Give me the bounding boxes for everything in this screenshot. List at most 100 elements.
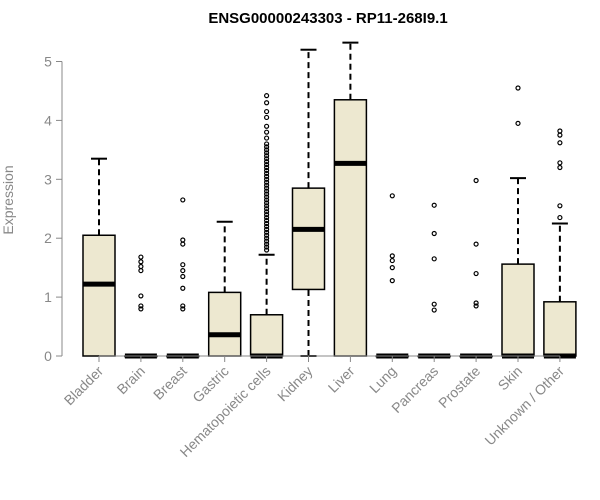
outlier-point bbox=[180, 237, 186, 243]
outlier-point bbox=[264, 241, 270, 247]
outlier-point bbox=[473, 303, 479, 309]
outlier-point bbox=[264, 114, 270, 121]
y-tick-label: 4 bbox=[44, 112, 52, 128]
outlier-point bbox=[515, 85, 521, 91]
outlier-point bbox=[138, 293, 144, 299]
outlier-point bbox=[264, 206, 270, 212]
box-breast bbox=[166, 197, 200, 359]
x-tick-label-breast: Breast bbox=[150, 363, 190, 403]
y-tick-label: 2 bbox=[44, 230, 52, 246]
outlier-point bbox=[138, 303, 144, 309]
outlier-point bbox=[389, 257, 395, 264]
outlier-point bbox=[180, 285, 186, 291]
outlier-point bbox=[264, 232, 270, 238]
outlier-point bbox=[557, 132, 563, 138]
outlier-point bbox=[264, 185, 270, 191]
box-iqr bbox=[501, 263, 535, 357]
x-tick-label-unknown-other: Unknown / Other bbox=[481, 363, 567, 449]
box-iqr bbox=[291, 187, 326, 291]
outlier-point bbox=[264, 129, 270, 135]
box-kidney bbox=[291, 48, 326, 357]
outlier-point bbox=[515, 120, 521, 126]
box-hematopoietic-cells bbox=[249, 93, 284, 359]
outlier-point bbox=[389, 278, 395, 284]
x-tick-label-pancreas: Pancreas bbox=[388, 363, 441, 416]
x-tick-label-lung: Lung bbox=[366, 363, 399, 396]
box-bladder bbox=[82, 157, 116, 357]
outlier-point bbox=[389, 265, 395, 271]
outlier-point bbox=[264, 182, 270, 188]
box-unknown-other bbox=[543, 128, 577, 359]
outlier-point bbox=[264, 238, 270, 244]
outlier-point bbox=[264, 191, 270, 197]
box-iqr bbox=[333, 99, 368, 357]
outlier-point bbox=[180, 241, 186, 247]
outlier-point bbox=[264, 123, 270, 129]
outlier-point bbox=[264, 159, 270, 165]
outlier-point bbox=[264, 212, 270, 218]
outlier-point bbox=[264, 108, 270, 115]
outlier-point bbox=[431, 256, 437, 262]
outlier-point bbox=[264, 164, 270, 171]
outlier-point bbox=[264, 144, 270, 150]
outlier-point bbox=[431, 202, 437, 208]
outlier-point bbox=[264, 244, 270, 250]
outlier-point bbox=[264, 220, 270, 227]
outlier-point bbox=[264, 226, 270, 232]
y-tick-label: 1 bbox=[44, 289, 52, 305]
outlier-point bbox=[264, 223, 270, 230]
outlier-point bbox=[264, 150, 270, 156]
outlier-point bbox=[431, 307, 437, 313]
outlier-point bbox=[264, 167, 270, 174]
outlier-point bbox=[180, 273, 186, 280]
outlier-point bbox=[264, 188, 270, 194]
outlier-point bbox=[264, 203, 270, 209]
outlier-point bbox=[473, 177, 479, 184]
outlier-point bbox=[264, 141, 270, 147]
outlier-point bbox=[180, 197, 186, 203]
outlier-point bbox=[264, 176, 270, 182]
x-tick-label-bladder: Bladder bbox=[61, 363, 107, 409]
box-skin bbox=[501, 85, 535, 359]
y-axis: 0 1 2 3 4 5 bbox=[44, 54, 63, 364]
outlier-point bbox=[264, 179, 270, 185]
outlier-point bbox=[557, 160, 563, 166]
outlier-point bbox=[264, 135, 270, 141]
box-lung bbox=[375, 193, 410, 359]
y-tick-label: 5 bbox=[44, 54, 52, 70]
outlier-point bbox=[264, 100, 270, 106]
outlier-point bbox=[264, 200, 270, 206]
outlier-point bbox=[180, 306, 186, 312]
outlier-point bbox=[264, 194, 270, 200]
outlier-point bbox=[138, 254, 144, 260]
outlier-point bbox=[138, 259, 144, 265]
box-iqr bbox=[249, 314, 284, 357]
outlier-point bbox=[264, 229, 270, 235]
box-iqr bbox=[207, 291, 242, 357]
x-tick-label-skin: Skin bbox=[495, 363, 526, 394]
outlier-point bbox=[264, 209, 270, 215]
outlier-point bbox=[264, 217, 270, 224]
outlier-point bbox=[389, 253, 395, 259]
y-axis-label: Expression bbox=[0, 165, 16, 234]
outlier-point bbox=[264, 235, 270, 241]
outlier-point bbox=[389, 193, 395, 199]
y-tick-label: 3 bbox=[44, 171, 52, 187]
outlier-point bbox=[473, 241, 479, 247]
box-iqr bbox=[543, 301, 577, 357]
outlier-point bbox=[264, 161, 270, 168]
outlier-point bbox=[138, 267, 144, 274]
outlier-point bbox=[180, 267, 186, 274]
outlier-point bbox=[557, 214, 563, 221]
x-tick-label-brain: Brain bbox=[114, 363, 148, 397]
outlier-point bbox=[264, 153, 270, 159]
outlier-point bbox=[264, 173, 270, 179]
outlier-point bbox=[557, 128, 563, 134]
outlier-point bbox=[264, 247, 270, 253]
outlier-point bbox=[180, 262, 186, 268]
box-iqr bbox=[82, 234, 116, 357]
box-brain bbox=[124, 254, 158, 359]
outlier-point bbox=[264, 170, 270, 177]
outlier-point bbox=[557, 164, 563, 171]
